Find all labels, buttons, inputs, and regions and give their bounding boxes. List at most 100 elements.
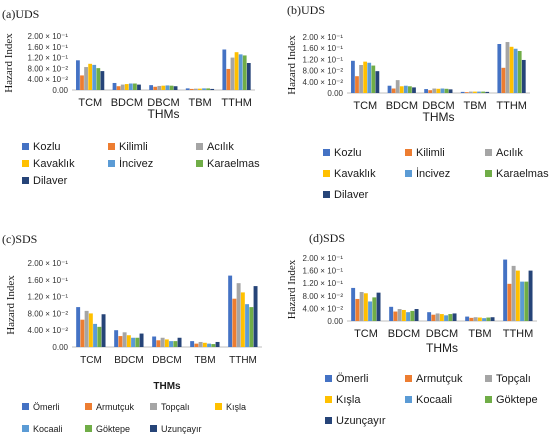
bar: [503, 259, 508, 321]
bar: [169, 85, 174, 90]
y-tick-label: 1.60 × 10⁻¹: [28, 276, 69, 285]
bar: [432, 88, 437, 93]
y-tick-label: 4.00 × 10⁻²: [303, 78, 344, 87]
bar: [173, 341, 178, 347]
y-axis-title: Hazard Index: [3, 33, 15, 93]
bar: [477, 317, 482, 321]
bar: [473, 317, 478, 321]
y-tick-label: 1.20 × 10⁻¹: [303, 279, 344, 288]
legend-swatch: [108, 160, 115, 167]
bar: [198, 88, 202, 90]
bar: [236, 283, 241, 347]
bar: [153, 86, 158, 90]
bar: [414, 309, 419, 321]
legend-swatch: [196, 160, 203, 167]
bar: [521, 59, 526, 93]
legend-label: Göktepe: [96, 424, 130, 434]
bar: [431, 314, 436, 321]
bar: [164, 339, 169, 347]
x-category-label: TCM: [353, 100, 377, 112]
y-tick-label: 4.00 × 10⁻²: [28, 326, 69, 335]
bar: [133, 83, 137, 90]
bar: [351, 60, 355, 93]
x-category-label: TCM: [354, 328, 378, 340]
legend-label: Kilimli: [416, 147, 445, 159]
chart-panel-d: (d)SDS Hazard Index 0.00 4.00 × 10⁻² 8.00 × …: [286, 231, 538, 427]
y-tick-label: 1.20 × 10⁻¹: [303, 55, 344, 64]
legend-swatch: [323, 170, 330, 177]
bar: [375, 71, 380, 93]
x-category-label: DBCM: [152, 355, 181, 366]
legend-label: Armutçuk: [96, 402, 135, 412]
legend-label: Kilimli: [119, 141, 148, 153]
bar: [122, 332, 127, 347]
bar: [88, 63, 93, 90]
bar: [96, 68, 101, 90]
bar: [160, 337, 165, 347]
y-tick-label: 1.20 × 10⁻¹: [28, 293, 69, 302]
bar: [359, 65, 363, 93]
x-category-label: TBM: [468, 328, 491, 340]
bar: [511, 265, 516, 321]
bar: [513, 48, 518, 93]
bar: [100, 71, 105, 90]
legend-swatch: [325, 375, 332, 382]
legend-swatch: [485, 396, 492, 403]
bar: [84, 310, 89, 347]
bar: [408, 86, 412, 93]
legend-swatch: [22, 143, 29, 150]
bar: [389, 306, 394, 321]
bar: [189, 88, 194, 90]
y-tick-label: 2.00 × 10⁻¹: [28, 259, 69, 268]
bar: [246, 63, 251, 90]
x-category-label: TTHM: [221, 97, 252, 109]
bar: [242, 55, 247, 90]
bar: [156, 340, 161, 347]
x-category-label: TCM: [78, 97, 102, 109]
bar: [230, 57, 235, 90]
bar: [509, 46, 514, 93]
legend-swatch: [485, 375, 492, 382]
bar: [428, 90, 433, 93]
bar: [501, 67, 506, 93]
bar: [128, 83, 133, 90]
bar: [165, 85, 170, 90]
bar: [439, 314, 444, 321]
bar: [477, 91, 481, 93]
bar: [391, 88, 396, 93]
legend-label: Kışla: [336, 394, 361, 406]
bar: [190, 341, 195, 347]
bar: [194, 343, 199, 347]
bar: [515, 270, 520, 321]
bar: [120, 84, 125, 90]
y-tick-label: 8.00 × 10⁻²: [303, 67, 344, 76]
bar: [202, 88, 206, 90]
bar: [412, 87, 416, 93]
bar: [206, 88, 210, 90]
bar: [226, 68, 231, 90]
x-category-label: TTHM: [496, 100, 527, 112]
bar: [198, 341, 203, 347]
legend-swatch: [485, 170, 492, 177]
bar: [410, 310, 415, 321]
legend-swatch: [323, 191, 330, 198]
y-tick-label: 2.00 × 10⁻¹: [303, 33, 344, 42]
bar: [124, 84, 129, 90]
bar: [93, 323, 98, 347]
y-tick-label: 1.20 × 10⁻¹: [28, 54, 69, 63]
bar: [363, 61, 368, 93]
bar: [520, 281, 525, 321]
bar: [485, 91, 490, 93]
bar: [173, 86, 178, 90]
legend-label: Topçalı: [161, 402, 190, 412]
bar: [359, 292, 364, 321]
legend-swatch: [323, 149, 330, 156]
y-tick-label: 2.00 × 10⁻¹: [28, 32, 69, 41]
y-tick-label: 8.00 × 10⁻²: [28, 309, 69, 318]
x-axis-title: THMs: [153, 381, 181, 392]
bar: [524, 281, 529, 321]
y-tick-label: 1.60 × 10⁻¹: [303, 267, 344, 276]
x-axis-title: THMs: [148, 107, 180, 121]
x-category-label: DBCM: [426, 328, 458, 340]
bar: [507, 283, 512, 321]
